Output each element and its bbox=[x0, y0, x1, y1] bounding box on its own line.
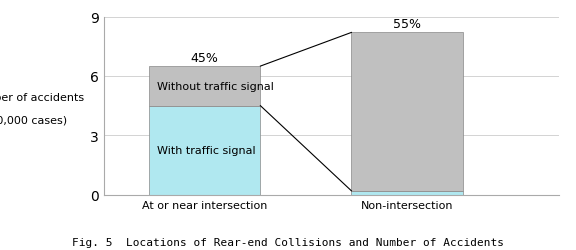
Bar bbox=[351, 33, 463, 191]
Text: Fig. 5  Locations of Rear-end Collisions and Number of Accidents: Fig. 5 Locations of Rear-end Collisions … bbox=[72, 238, 504, 248]
Text: With traffic signal: With traffic signal bbox=[157, 146, 256, 156]
Bar bbox=[149, 106, 260, 195]
Text: Number of accidents: Number of accidents bbox=[0, 92, 85, 102]
Text: Without traffic signal: Without traffic signal bbox=[157, 82, 274, 92]
Bar bbox=[351, 191, 463, 195]
Text: 55%: 55% bbox=[393, 18, 421, 31]
Bar bbox=[149, 67, 260, 106]
Text: 45%: 45% bbox=[191, 52, 219, 64]
Text: (10,000 cases): (10,000 cases) bbox=[0, 116, 67, 126]
